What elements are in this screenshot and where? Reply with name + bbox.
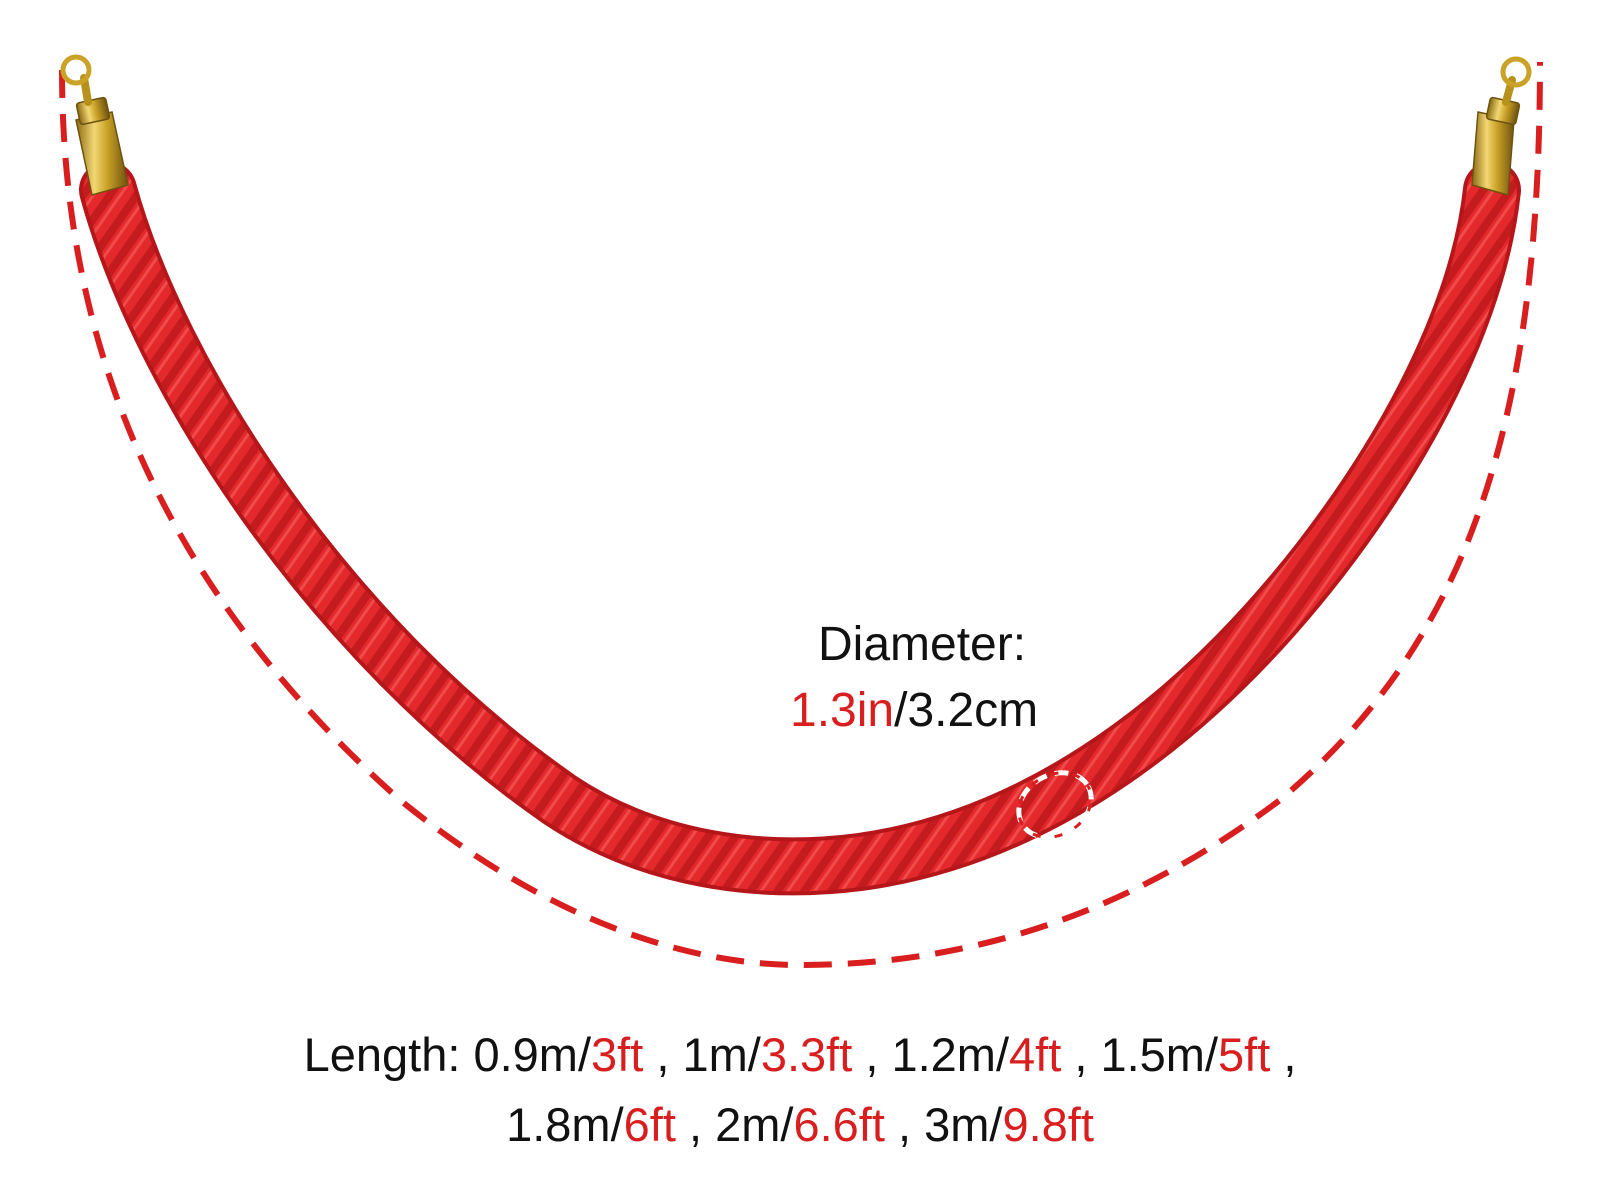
diameter-separator: /: [894, 684, 908, 737]
length-option: 0.9m/: [473, 1028, 592, 1081]
diameter-inches: 1.3in: [790, 684, 895, 737]
length-option: 1.5m/: [1100, 1028, 1219, 1081]
length-option-ft: 4ft: [1009, 1028, 1062, 1081]
length-option-ft: 6.6ft: [793, 1098, 885, 1151]
diameter-indicator: [1016, 770, 1094, 840]
length-option-ft: 9.8ft: [1002, 1098, 1094, 1151]
length-dashed-arc: [59, 61, 1543, 969]
length-option: 1.8m/: [506, 1098, 624, 1151]
length-sep: ,: [884, 1098, 925, 1151]
length-option-ft: 3.3ft: [760, 1028, 853, 1081]
length-option-ft: 3ft: [591, 1028, 644, 1081]
length-sep: ,: [1270, 1028, 1297, 1081]
length-caption: Length: 0.9m/3ft , 1m/3.3ft , 1.2m/4ft ,…: [0, 1020, 1600, 1160]
gold-snap-hook-icon: [1500, 56, 1532, 106]
diameter-caption: Diameter: 1.3in/3.2cm: [790, 612, 1090, 744]
length-row-1: Length: 0.9m/3ft , 1m/3.3ft , 1.2m/4ft ,…: [0, 1020, 1600, 1090]
length-option: 1.2m/: [891, 1028, 1010, 1081]
length-option: 1m/: [682, 1028, 761, 1081]
length-sep: ,: [1061, 1028, 1101, 1081]
length-option-ft: 6ft: [623, 1098, 676, 1151]
gold-snap-hook-icon: [60, 54, 92, 106]
length-label: Length:: [303, 1028, 461, 1081]
length-sep: ,: [675, 1098, 716, 1151]
diameter-cm: 3.2cm: [907, 684, 1039, 737]
length-sep: ,: [643, 1028, 683, 1081]
length-option: 3m/: [924, 1098, 1003, 1151]
length-option: 2m/: [715, 1098, 794, 1151]
right-end-cap: [1471, 96, 1521, 196]
red-rope: [79, 161, 1521, 896]
length-row-2: 1.8m/6ft , 2m/6.6ft , 3m/9.8ft: [0, 1090, 1600, 1160]
length-option-ft: 5ft: [1218, 1028, 1271, 1081]
diameter-value: 1.3in/3.2cm: [790, 678, 1090, 744]
length-sep: ,: [852, 1028, 892, 1081]
diameter-label: Diameter:: [818, 618, 1027, 671]
